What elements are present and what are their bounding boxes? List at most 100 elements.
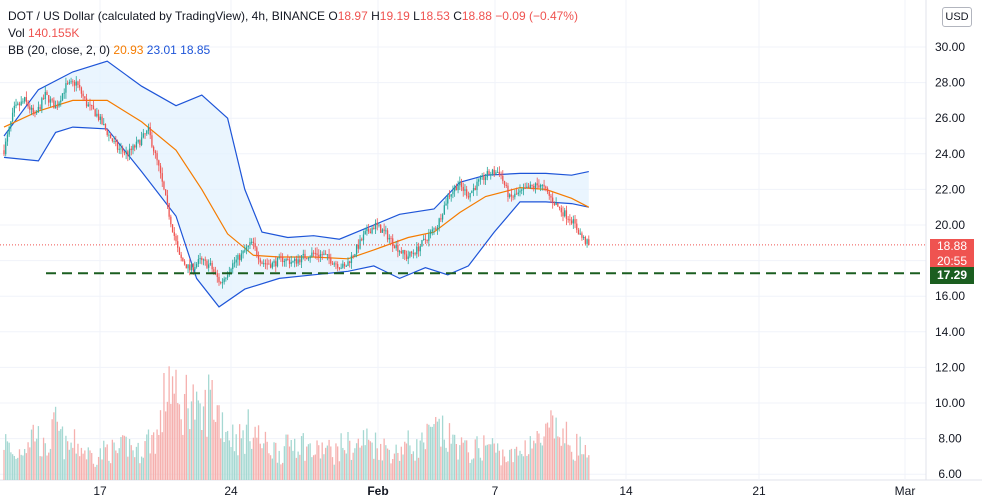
bar-countdown: 20:55: [936, 254, 968, 268]
candle-body: [347, 261, 349, 266]
candle-body: [555, 202, 557, 206]
bb-label[interactable]: BB (20, close, 2, 0): [8, 43, 111, 57]
volume-bar: [447, 451, 449, 480]
candle-body: [194, 267, 196, 271]
volume-bar: [581, 454, 583, 480]
volume-bar: [30, 429, 33, 480]
volume-bar: [183, 393, 186, 480]
candle-body: [352, 255, 354, 257]
volume-bar: [433, 424, 435, 480]
volume-bar: [163, 372, 165, 480]
volume-bar: [201, 430, 203, 480]
volume-bar: [118, 448, 120, 480]
price-tick-label: 28.00: [935, 76, 965, 90]
volume-bar: [569, 445, 571, 480]
time-axis[interactable]: 17 24 Feb 7 14 21 Mar: [93, 484, 915, 498]
volume-bar: [257, 425, 260, 480]
candle-body: [27, 101, 29, 107]
volume-bar: [526, 455, 528, 480]
volume-bar: [352, 452, 354, 480]
candle-body: [373, 228, 375, 230]
candle-body: [283, 261, 286, 263]
volume-label[interactable]: Vol: [8, 26, 25, 40]
volume-bar: [564, 443, 566, 480]
currency-button[interactable]: USD: [942, 7, 972, 27]
volume-bar: [469, 462, 471, 480]
candle-body: [576, 223, 578, 230]
candle-body: [185, 264, 187, 269]
volume-bar: [125, 436, 127, 480]
candle-body: [333, 263, 335, 265]
volume-bar: [479, 457, 482, 480]
candle-body: [423, 238, 425, 241]
volume-bar: [68, 449, 71, 480]
volume-bar: [202, 406, 205, 480]
volume-bar: [297, 451, 299, 480]
candle-body: [476, 181, 478, 190]
candle-body: [244, 250, 246, 252]
volume-bar: [496, 443, 499, 480]
volume-bar: [84, 450, 86, 480]
price-tick-label: 24.00: [935, 147, 965, 161]
volume-bar: [134, 457, 136, 480]
volume-bar: [318, 445, 320, 480]
close-label: C: [453, 9, 462, 23]
volume-bar: [96, 464, 98, 480]
volume-bar: [419, 440, 421, 480]
volume-bar: [471, 459, 473, 480]
candle-body: [85, 98, 88, 107]
volume-bar: [483, 435, 485, 480]
candle-body: [17, 103, 19, 105]
volume-bar: [42, 437, 45, 480]
price-axis[interactable]: 30.0028.0026.0024.0022.0020.0018.0016.00…: [935, 40, 965, 481]
symbol-name[interactable]: DOT / US Dollar (calculated by TradingVi…: [8, 9, 245, 23]
volume-bar: [259, 443, 261, 480]
candle-body: [498, 171, 501, 175]
volume-bar: [271, 458, 273, 480]
volume-bars: [3, 366, 590, 480]
bb-upper-value: 23.01: [146, 43, 177, 57]
candle-body: [276, 257, 279, 267]
volume-bar: [34, 441, 36, 480]
candle-body: [221, 282, 224, 284]
candle-body: [292, 261, 294, 263]
volume-bar: [512, 462, 514, 480]
candle-body: [10, 121, 12, 128]
candle-body: [158, 160, 160, 166]
volume-bar: [264, 431, 267, 480]
candle-body: [474, 187, 476, 190]
candle-body: [417, 246, 420, 252]
candle-body: [412, 253, 415, 255]
volume-value: 140.155K: [28, 26, 80, 40]
volume-bar: [232, 424, 234, 480]
volume-bar: [146, 434, 148, 480]
volume-bar: [60, 429, 62, 480]
candle-body: [73, 81, 76, 86]
candle-body: [154, 151, 157, 154]
low-value: 18.53: [419, 9, 450, 23]
candle-body: [30, 107, 33, 110]
volume-bar: [280, 464, 282, 480]
candle-body: [407, 256, 409, 260]
candle-body: [586, 239, 588, 244]
candle-body: [29, 106, 31, 110]
volume-bar: [574, 460, 576, 480]
volume-bar: [435, 416, 437, 480]
volume-bar: [567, 444, 569, 480]
volume-bar: [53, 412, 55, 480]
candle-body: [509, 194, 511, 198]
volume-bar: [527, 454, 530, 480]
volume-bar: [251, 448, 253, 480]
candle-body: [225, 277, 227, 279]
price-tick-label: 10.00: [935, 396, 965, 410]
candle-body: [534, 183, 537, 188]
candle-body: [208, 264, 210, 268]
candle-body: [66, 83, 69, 85]
volume-bar: [519, 450, 521, 480]
volume-bar: [92, 463, 95, 480]
volume-bar: [536, 431, 538, 480]
candle-body: [552, 197, 554, 203]
candle-body: [280, 256, 282, 258]
candle-body: [323, 253, 325, 256]
